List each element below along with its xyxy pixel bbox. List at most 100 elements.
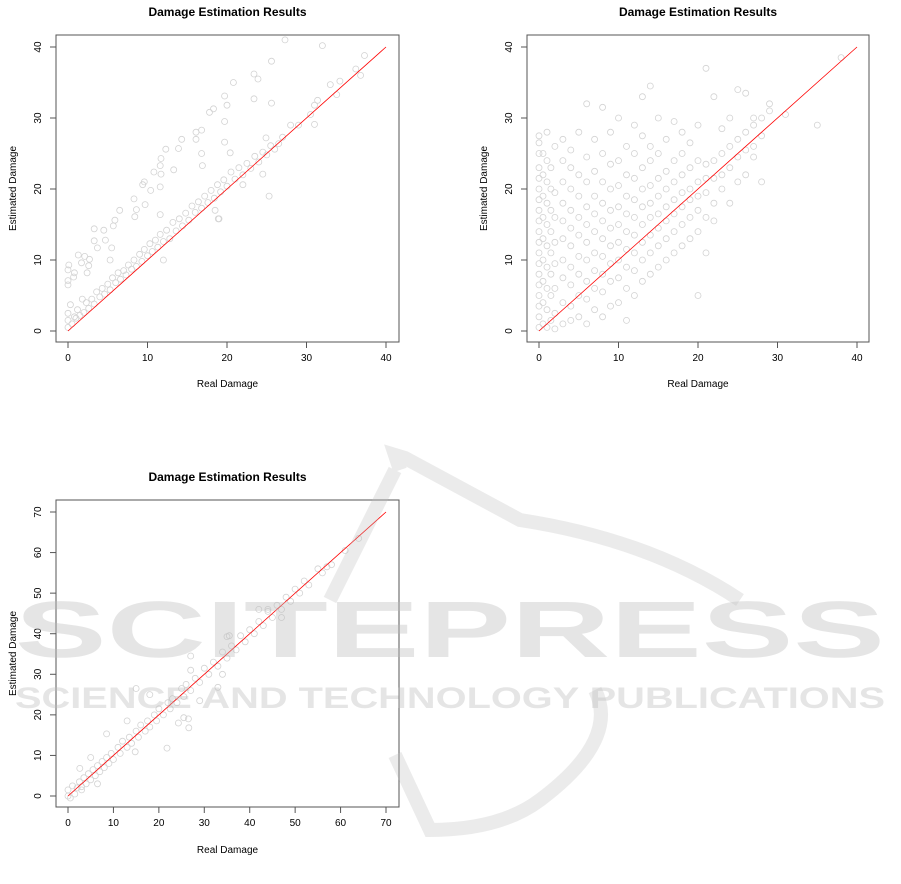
- data-point: [140, 245, 148, 253]
- data-point: [184, 715, 192, 723]
- data-point: [575, 292, 583, 299]
- data-point: [259, 622, 267, 629]
- data-point: [559, 157, 567, 165]
- data-point: [173, 699, 181, 707]
- data-point: [639, 221, 646, 228]
- data-point: [678, 221, 686, 228]
- data-point: [654, 174, 662, 182]
- data-point: [155, 705, 163, 713]
- data-point: [535, 164, 543, 172]
- data-point: [326, 81, 334, 88]
- data-point: [631, 231, 638, 239]
- data-point: [662, 256, 670, 264]
- data-point: [263, 151, 271, 159]
- data-point: [163, 744, 171, 752]
- data-point: [551, 325, 559, 333]
- data-point: [71, 790, 79, 798]
- data-point: [287, 121, 295, 129]
- data-point: [227, 168, 235, 176]
- data-point: [670, 178, 678, 186]
- data-point: [116, 750, 124, 757]
- data-point: [543, 178, 551, 186]
- data-point: [255, 618, 263, 625]
- y-tick-label: 0: [504, 328, 515, 334]
- data-point: [85, 262, 93, 270]
- data-point: [71, 313, 78, 321]
- data-point: [169, 695, 176, 702]
- data-point: [535, 292, 543, 299]
- data-point: [352, 65, 360, 73]
- data-point: [196, 679, 204, 686]
- data-point: [758, 132, 765, 140]
- data-point: [559, 256, 567, 264]
- data-point: [282, 593, 290, 601]
- data-point: [120, 267, 128, 275]
- data-point: [110, 756, 117, 763]
- y-axis: 0 10 20 30 40 50 60 70: [33, 506, 57, 799]
- data-point: [164, 699, 172, 707]
- y-tick-label: 10: [33, 254, 44, 266]
- data-point: [686, 185, 694, 193]
- data-point: [543, 199, 551, 207]
- watermark-sub-text: SCIENCE AND TECHNOLOGY PUBLICATIONS: [15, 682, 885, 715]
- data-point: [83, 269, 91, 277]
- data-point: [702, 174, 710, 182]
- data-point: [694, 178, 702, 186]
- data-point: [311, 101, 318, 109]
- data-point: [214, 215, 222, 223]
- data-point: [182, 209, 190, 217]
- scatter-plot-1: Damage Estimation Results Real Damage Esti…: [8, 5, 400, 390]
- x-axis-label: Real Damage: [197, 845, 259, 856]
- data-point: [686, 164, 694, 172]
- data-point: [86, 255, 93, 263]
- x-tick-label: 70: [380, 818, 392, 829]
- data-point: [109, 222, 117, 230]
- data-point: [141, 727, 149, 735]
- data-point: [90, 300, 98, 308]
- data-point: [210, 105, 217, 113]
- scatter-plot-2: Damage Estimation Results Real Damage Esti…: [479, 5, 870, 390]
- data-point: [567, 316, 575, 324]
- data-point: [535, 313, 543, 321]
- data-point: [74, 306, 81, 314]
- data-point: [583, 277, 591, 285]
- data-point: [742, 171, 750, 179]
- data-point: [124, 261, 132, 269]
- data-point: [247, 164, 255, 172]
- data-point: [64, 309, 72, 317]
- data-point: [575, 213, 583, 221]
- data-point: [112, 279, 120, 287]
- data-point: [94, 244, 101, 252]
- data-point: [267, 142, 275, 150]
- data-point: [710, 157, 718, 165]
- data-point: [178, 135, 186, 143]
- data-point: [108, 244, 116, 252]
- data-point: [734, 153, 742, 161]
- data-point: [591, 284, 598, 292]
- x-tick-label: 20: [221, 353, 233, 364]
- data-point: [81, 252, 89, 260]
- y-tick-label: 0: [33, 328, 44, 334]
- data-point: [631, 150, 638, 157]
- data-point: [734, 135, 742, 143]
- data-point: [198, 150, 206, 157]
- data-point: [228, 642, 235, 650]
- data-point: [742, 89, 750, 97]
- data-point: [307, 111, 314, 118]
- data-point: [141, 201, 149, 209]
- data-point: [220, 176, 228, 184]
- data-point: [311, 121, 318, 128]
- data-point: [210, 194, 218, 202]
- data-point: [106, 286, 114, 294]
- data-point: [575, 128, 583, 136]
- data-point: [98, 758, 106, 765]
- data-point: [646, 249, 654, 257]
- reference-line: [538, 46, 858, 332]
- data-point: [615, 274, 622, 282]
- data-point: [591, 192, 598, 200]
- data-point: [130, 256, 138, 264]
- data-point: [188, 202, 196, 210]
- data-point: [599, 252, 606, 260]
- data-point: [166, 705, 174, 713]
- x-tick-label: 30: [772, 353, 784, 364]
